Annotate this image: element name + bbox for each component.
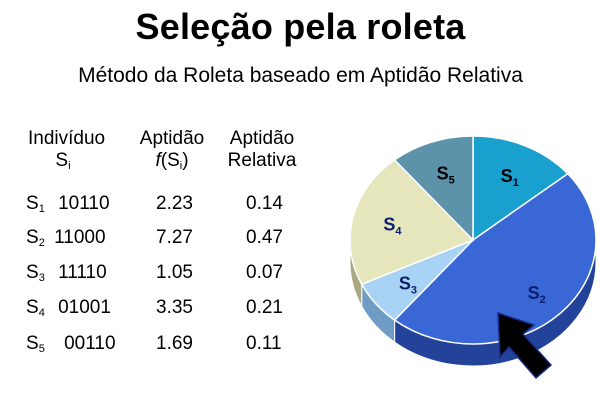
header-relative-line2: Relativa bbox=[227, 150, 297, 171]
wheel-label-s3: S3 bbox=[399, 273, 417, 296]
header-fitness-label: Aptidão bbox=[139, 128, 205, 149]
arrow-pointer-shape bbox=[497, 311, 553, 380]
wheel-label-s1: S1 bbox=[501, 166, 519, 189]
wheel-label-s4: S4 bbox=[383, 215, 402, 238]
wheel-slice-s2 bbox=[393, 172, 597, 345]
header-individual-symbol: Si bbox=[55, 150, 71, 172]
page-subtitle: Método da Roleta baseado em Aptidão Rela… bbox=[78, 64, 523, 87]
header-individual-label: Indivíduo bbox=[28, 128, 106, 149]
header-fitness: Aptidão f(Si) bbox=[132, 128, 212, 177]
header-fitness-formula: f(Si) bbox=[155, 150, 189, 172]
header-relative: Aptidão Relativa bbox=[222, 128, 302, 172]
arrow-pointer-icon bbox=[497, 311, 553, 380]
header-relative-line1: Aptidão bbox=[229, 128, 295, 149]
row-individual: S1 10110 bbox=[26, 193, 110, 215]
wheel-label-s5: S5 bbox=[437, 163, 455, 186]
row-individual: S3 11110 bbox=[26, 262, 107, 284]
row-relative: 0.11 bbox=[246, 333, 282, 354]
row-fitness: 2.23 bbox=[156, 193, 193, 214]
row-fitness: 7.27 bbox=[156, 227, 193, 248]
row-relative: 0.21 bbox=[246, 297, 283, 318]
row-individual: S5 00110 bbox=[26, 333, 116, 355]
wheel-slice-s4 bbox=[349, 158, 475, 286]
wheel-slice-s1 bbox=[472, 135, 569, 242]
wheel-label-s2: S2 bbox=[528, 283, 546, 306]
row-fitness: 3.35 bbox=[156, 297, 193, 318]
row-relative: 0.14 bbox=[246, 193, 283, 214]
row-fitness: 1.69 bbox=[156, 333, 193, 354]
row-individual: S4 01001 bbox=[26, 297, 111, 319]
row-fitness: 1.05 bbox=[156, 262, 193, 283]
header-individual: Indivíduo Si bbox=[28, 128, 106, 177]
wheel-slice-s5 bbox=[393, 135, 474, 242]
row-relative: 0.47 bbox=[246, 227, 283, 248]
wheel-top-group bbox=[349, 135, 597, 345]
row-individual: S2 11000 bbox=[26, 227, 106, 249]
page-title: Seleção pela roleta bbox=[135, 6, 466, 47]
wheel-label-group: S1 S2 S3 S4 S5 bbox=[383, 163, 545, 305]
row-relative: 0.07 bbox=[246, 262, 283, 283]
